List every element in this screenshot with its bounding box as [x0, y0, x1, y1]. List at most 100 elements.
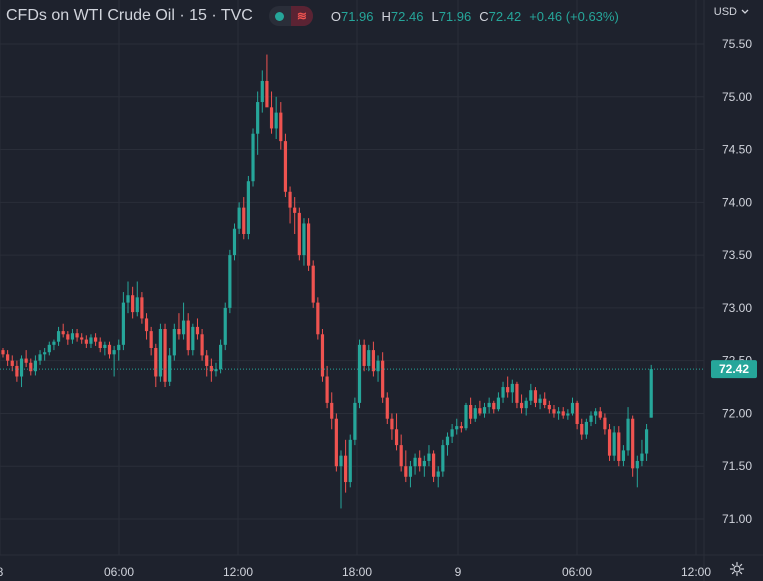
candle: [195, 318, 200, 340]
candle-body: [43, 352, 47, 355]
candle: [140, 292, 144, 324]
candle-body: [246, 181, 250, 234]
candle: [24, 350, 28, 367]
candle-body: [107, 344, 112, 355]
candle-body: [154, 348, 158, 377]
candle-body: [473, 408, 477, 419]
candle: [644, 424, 649, 461]
candle: [33, 355, 38, 376]
candle-body: [612, 432, 616, 456]
candle: [547, 400, 551, 414]
candle: [621, 445, 626, 467]
candle: [459, 421, 463, 433]
candle: [219, 339, 223, 374]
candle: [43, 348, 47, 361]
candle-body: [450, 429, 454, 437]
candle-body: [195, 326, 200, 335]
candle-body: [256, 102, 260, 134]
candle: [371, 341, 375, 377]
candle-body: [15, 365, 19, 377]
candle: [607, 424, 612, 461]
candle-body: [506, 387, 510, 393]
candle-body: [584, 421, 588, 435]
candle-body: [510, 383, 514, 393]
candle-body: [390, 418, 394, 430]
candle-body: [469, 405, 473, 419]
candle: [205, 350, 209, 377]
chevron-down-icon: [741, 9, 749, 14]
data-delay-icon: ≋: [290, 6, 313, 26]
candle-body: [52, 341, 56, 345]
candle: [598, 407, 602, 420]
candle-body: [621, 450, 626, 461]
candle-body: [580, 424, 584, 435]
candle: [302, 218, 306, 266]
candle-body: [279, 112, 283, 142]
candle-body: [228, 255, 232, 308]
candle: [149, 326, 153, 356]
candle-body: [94, 337, 98, 342]
candle-body: [575, 402, 579, 424]
candle-body: [464, 405, 468, 429]
candle: [191, 323, 195, 356]
ohlc-close: C72.42: [479, 8, 522, 24]
candle: [543, 392, 547, 409]
candle-body: [214, 369, 218, 372]
candle-body: [265, 80, 269, 108]
candle-body: [98, 341, 102, 348]
candle: [15, 360, 19, 382]
candle-body: [445, 436, 450, 446]
candle: [316, 297, 320, 340]
candle: [399, 434, 403, 472]
candle: [427, 445, 431, 467]
candle: [469, 397, 473, 424]
candle: [172, 323, 176, 361]
candle-body: [566, 413, 570, 416]
currency-selector[interactable]: USD: [714, 6, 749, 18]
candle-body: [617, 432, 621, 461]
last-price-box: [711, 360, 757, 379]
candle: [473, 405, 477, 422]
candle-body: [117, 344, 121, 351]
candles: [1, 54, 653, 509]
candle-body: [524, 400, 528, 409]
candle-body: [232, 228, 237, 256]
candle-body: [413, 457, 417, 467]
candle: [52, 339, 56, 351]
status-pill[interactable]: ≋: [268, 6, 313, 26]
candle-body: [158, 329, 163, 377]
candle: [29, 358, 33, 376]
candle-body: [168, 355, 172, 382]
candle: [89, 334, 93, 348]
candle: [325, 365, 329, 409]
candle-body: [121, 302, 125, 345]
candle-body: [320, 334, 325, 377]
time-tick-label: 18:00: [342, 565, 372, 579]
price-tick-label: 75.50: [722, 37, 752, 51]
candle: [297, 207, 301, 261]
candle-body: [274, 112, 278, 129]
candle-body: [131, 295, 135, 313]
candle: [306, 218, 311, 271]
candle-body: [10, 360, 14, 366]
price-tick-label: 73.50: [722, 248, 752, 262]
candle-body: [237, 207, 241, 229]
candle-body: [376, 360, 380, 372]
candle: [431, 450, 436, 483]
candle: [635, 455, 639, 488]
gear-icon[interactable]: [729, 561, 745, 577]
candle: [566, 409, 570, 420]
candle-body: [293, 207, 297, 213]
candle: [561, 407, 565, 419]
candle: [10, 355, 14, 372]
symbol-title[interactable]: CFDs on WTI Crude Oil · 15 · TVC: [6, 7, 253, 24]
price-tick-label: 74.00: [722, 195, 752, 209]
time-axis[interactable]: 8 06:00 12:00 18:00 9 06:00 12:00: [0, 565, 711, 579]
candle-body: [325, 376, 329, 403]
candle-body: [297, 212, 301, 256]
candle: [256, 91, 260, 155]
candle: [242, 197, 246, 240]
candle: [445, 432, 450, 456]
